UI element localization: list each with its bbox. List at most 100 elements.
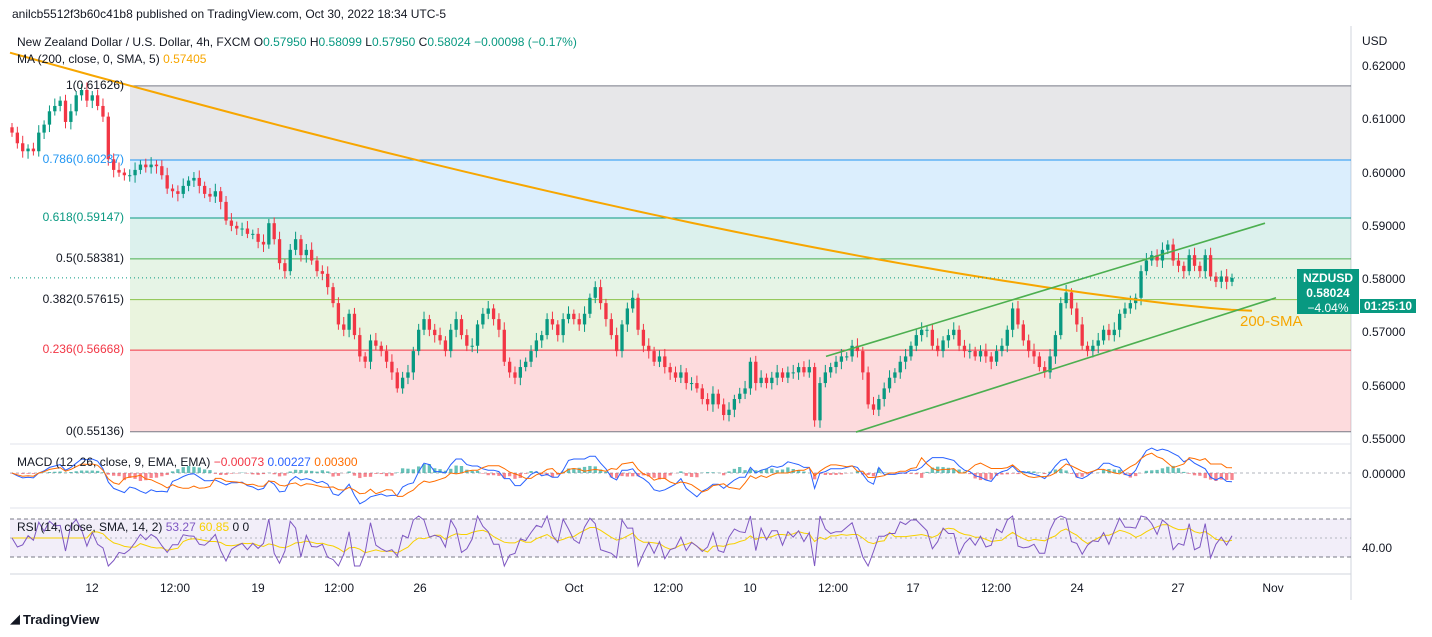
candle-207 <box>1117 313 1122 330</box>
candle-158 <box>855 345 860 352</box>
macd-label[interactable]: MACD (12, 26, close, 9, EMA, EMA) <box>17 455 211 469</box>
candle-174 <box>941 340 945 352</box>
candle-71 <box>390 361 394 373</box>
candle-216 <box>1166 244 1170 250</box>
candle-44 <box>245 228 250 234</box>
candle-180 <box>973 351 977 357</box>
candle-149 <box>807 367 811 373</box>
change-value: −0.00098 (−0.17%) <box>474 35 577 49</box>
macd-hist-bar-210 <box>1134 473 1138 477</box>
candle-42 <box>235 225 239 229</box>
main-legend: New Zealand Dollar / U.S. Dollar, 4h, FX… <box>17 35 577 49</box>
candle-177 <box>957 329 961 346</box>
candle-169 <box>914 335 918 346</box>
candle-157 <box>850 345 854 357</box>
candle-175 <box>946 335 951 341</box>
tradingview-logo[interactable]: ◢ TradingView <box>10 611 99 627</box>
macd-hist-bar-122 <box>663 473 667 479</box>
candle-88 <box>481 313 485 325</box>
macd-hist-bar-66 <box>363 473 367 477</box>
macd-hist-bar-186 <box>1005 473 1009 475</box>
candle-58 <box>320 271 325 274</box>
candle-184 <box>994 351 999 362</box>
macd-hist-bar-56 <box>309 470 314 473</box>
macd-hist-bar-78 <box>427 464 432 473</box>
macd-hist-bar-91 <box>497 473 501 476</box>
macd-hist-bar-119 <box>647 473 651 477</box>
candle-36 <box>202 185 207 194</box>
price-tick-1: 0.61000 <box>1362 112 1406 127</box>
price-tick-4: 0.58000 <box>1362 272 1406 287</box>
published-line: anilcb5512f3b60c41b8 published on Tradin… <box>12 7 447 21</box>
ma-label[interactable]: MA (200, close, 0, SMA, 5) <box>17 52 160 66</box>
candle-126 <box>684 372 688 384</box>
candle-39 <box>219 191 223 202</box>
macd-hist-bar-13 <box>79 470 84 473</box>
candle-219 <box>1182 265 1186 272</box>
rsi-label[interactable]: RSI (14, close, SMA, 14, 2) <box>17 520 163 534</box>
candle-22 <box>128 175 132 177</box>
macd-hist-bar-220 <box>1187 473 1191 474</box>
candle-147 <box>796 367 801 373</box>
macd-hist-bar-68 <box>374 473 378 474</box>
macd-hist-bar-70 <box>384 473 389 477</box>
price-tag-price: 0.58024 <box>1306 286 1350 300</box>
time-tick-9: 17 <box>906 581 920 595</box>
candle-33 <box>186 180 191 186</box>
candle-173 <box>936 345 940 352</box>
fib-label-6: 0(0.55136) <box>65 423 124 438</box>
candle-131 <box>711 393 715 405</box>
macd-hist-bar-71 <box>390 473 394 476</box>
candle-114 <box>620 324 624 352</box>
price-tick-5: 0.57000 <box>1362 325 1406 340</box>
candle-100 <box>545 319 549 336</box>
candle-60 <box>331 287 335 304</box>
candle-212 <box>1144 260 1149 272</box>
candle-106 <box>577 319 581 325</box>
candle-50 <box>277 239 282 264</box>
candle-217 <box>1171 244 1175 261</box>
ma-value: 0.57405 <box>163 52 207 66</box>
macd-hist-bar-193 <box>1043 473 1047 474</box>
fib-label-0: 1(0.61626) <box>65 77 124 92</box>
candle-195 <box>1053 335 1058 357</box>
candle-40 <box>224 201 228 221</box>
macd-hist-bar-55 <box>304 470 308 473</box>
low-label: L <box>365 35 372 49</box>
macd-hist-bar-18 <box>106 473 110 475</box>
macd-hist-bar-63 <box>347 471 351 473</box>
candle-179 <box>968 351 972 353</box>
fib-label-3: 0.5(0.58381) <box>55 250 124 265</box>
macd-signal-line <box>11 452 1233 497</box>
macd-hist-bar-8 <box>53 471 57 473</box>
tradingview-logo-icon: ◢ <box>10 611 20 626</box>
ma-legend: MA (200, close, 0, SMA, 5) 0.57405 <box>17 52 206 66</box>
candle-104 <box>566 313 571 320</box>
macd-hist-bar-47 <box>261 473 266 475</box>
candle-89 <box>486 308 490 314</box>
symbol-description[interactable]: New Zealand Dollar / U.S. Dollar, 4h, FX… <box>17 35 251 49</box>
macd-hist-bar-111 <box>604 471 608 473</box>
candle-200 <box>1080 324 1084 346</box>
candle-190 <box>1027 340 1031 352</box>
time-tick-5: Oct <box>564 581 584 595</box>
candle-220 <box>1187 255 1191 272</box>
candle-51 <box>283 263 287 272</box>
candle-84 <box>459 319 464 336</box>
macd-hist-bar-83 <box>454 465 458 473</box>
macd-hist-bar-198 <box>1069 473 1074 474</box>
macd-hist-bar-72 <box>395 472 399 473</box>
candle-105 <box>572 313 576 320</box>
macd-signal-value: 0.00300 <box>314 455 358 469</box>
macd-hist-bar-190 <box>1027 471 1031 473</box>
candle-226 <box>1219 276 1223 282</box>
candle-160 <box>866 372 870 405</box>
candle-167 <box>903 356 908 362</box>
fib-label-1: 0.786(0.60237) <box>42 151 124 166</box>
candle-82 <box>449 329 453 352</box>
rsi-ma-value: 60.85 <box>199 520 230 534</box>
candle-20 <box>117 169 121 173</box>
last-price-tag: NZDUSD 0.58024 −4.04% <box>1297 269 1359 315</box>
candle-101 <box>550 319 555 325</box>
